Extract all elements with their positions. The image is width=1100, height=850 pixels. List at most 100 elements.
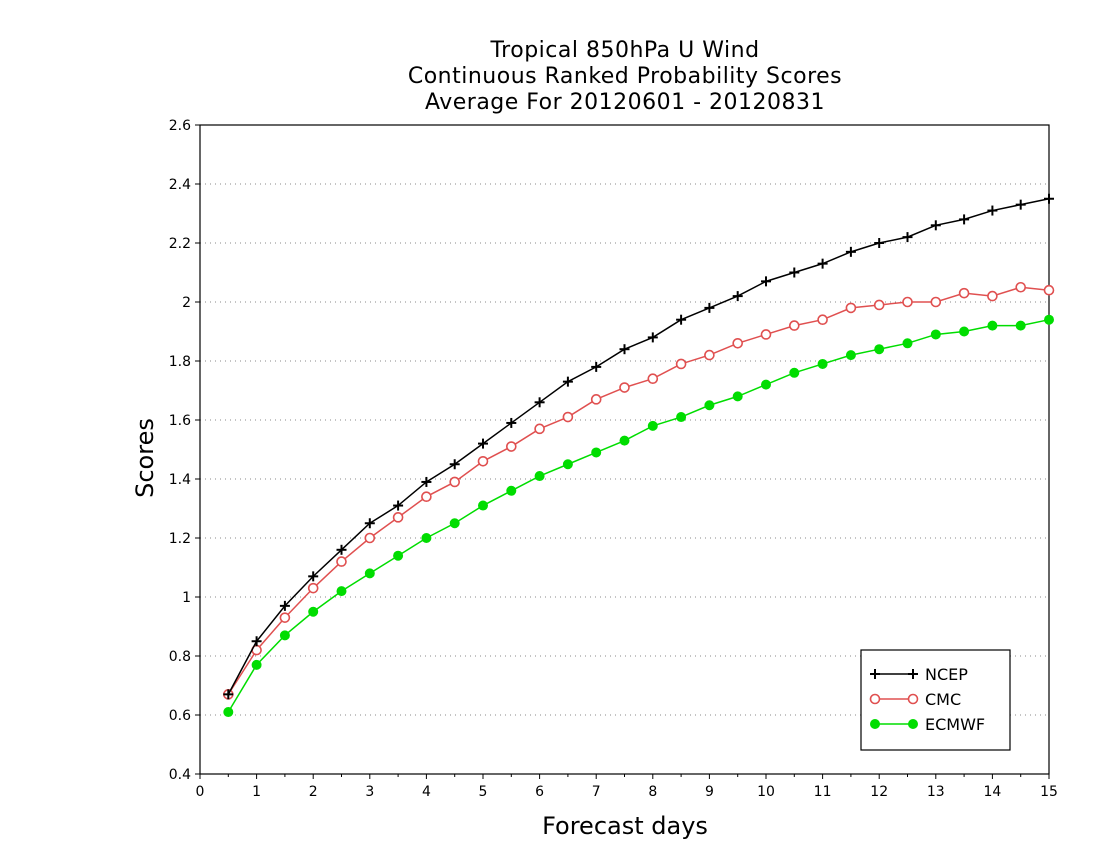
- point-ecmwf-16: [676, 412, 687, 423]
- x-axis-label: Forecast days: [542, 812, 708, 840]
- point-ecmwf-12: [562, 459, 573, 470]
- x-tick-label-13: 13: [927, 784, 945, 800]
- y-tick-label-3: 1: [182, 590, 191, 606]
- x-tick-label-5: 5: [479, 784, 488, 800]
- x-tick-label-8: 8: [648, 784, 657, 800]
- point-ncep-4: [336, 544, 347, 555]
- point-ncep-22: [845, 246, 856, 257]
- point-ecmwf-8: [449, 518, 460, 529]
- legend-label-ecmwf: ECMWF: [925, 715, 985, 734]
- y-tick-label-7: 1.8: [169, 354, 191, 370]
- series-line-cmc: [227, 286, 1050, 695]
- point-ncep-23: [874, 238, 885, 248]
- x-tick-label-10: 10: [757, 784, 775, 800]
- point-ecmwf-22: [845, 350, 856, 361]
- x-tick-label-12: 12: [870, 784, 888, 800]
- point-ecmwf-0: [223, 707, 234, 718]
- point-ncep-10: [506, 417, 517, 428]
- point-ncep-0: [223, 689, 234, 700]
- point-ecmwf-7: [421, 533, 432, 543]
- point-ncep-5: [364, 518, 375, 529]
- x-tick-label-14: 14: [983, 784, 1001, 800]
- point-cmc-7: [421, 491, 432, 503]
- point-ecmwf-3: [308, 606, 319, 617]
- point-cmc-26: [958, 287, 970, 299]
- point-cmc-29: [1043, 284, 1055, 296]
- x-tick-label-9: 9: [705, 784, 714, 800]
- point-ncep-1: [251, 636, 262, 647]
- point-ecmwf-24: [902, 338, 913, 349]
- y-tick-label-10: 2.4: [169, 177, 191, 193]
- point-cmc-11: [534, 423, 545, 435]
- point-ncep-19: [761, 276, 771, 287]
- point-ecmwf-9: [478, 500, 488, 511]
- x-tick-label-6: 6: [535, 784, 544, 800]
- x-tick-label-4: 4: [422, 784, 431, 800]
- chart-title-line-3: Average For 20120601 - 20120831: [424, 90, 826, 115]
- y-tick-label-4: 1.2: [169, 531, 191, 547]
- legend-marker-ncep-left: [870, 669, 880, 679]
- point-cmc-27: [987, 290, 998, 302]
- point-ncep-24: [902, 232, 913, 243]
- point-ecmwf-23: [874, 344, 885, 355]
- point-ecmwf-25: [930, 329, 941, 340]
- point-cmc-2: [279, 612, 291, 623]
- point-ecmwf-28: [1015, 320, 1026, 331]
- point-cmc-14: [619, 382, 630, 393]
- series-ncep: [223, 193, 1054, 700]
- point-cmc-25: [930, 296, 942, 308]
- point-ncep-13: [591, 361, 602, 372]
- point-ncep-21: [817, 258, 828, 269]
- point-cmc-4: [336, 556, 347, 567]
- point-ncep-17: [704, 302, 715, 313]
- point-ncep-11: [534, 397, 545, 408]
- point-cmc-10: [505, 441, 517, 452]
- x-tick-label-0: 0: [196, 784, 205, 800]
- y-tick-label-8: 2: [182, 295, 191, 311]
- point-cmc-12: [562, 411, 574, 423]
- point-ecmwf-21: [817, 358, 828, 369]
- point-ecmwf-4: [336, 586, 347, 597]
- y-tick-label-6: 1.6: [169, 413, 191, 429]
- point-ecmwf-18: [732, 391, 743, 402]
- point-ecmwf-10: [506, 485, 517, 496]
- y-tick-label-9: 2.2: [169, 236, 191, 252]
- point-cmc-23: [873, 299, 885, 311]
- legend-marker-cmc-right: [907, 693, 919, 705]
- point-ecmwf-5: [364, 568, 375, 579]
- series-line-ncep: [227, 198, 1050, 695]
- legend: NCEP CMC ECMWF: [860, 649, 1011, 751]
- point-ncep-29: [1044, 193, 1054, 204]
- legend-marker-ncep-right: [908, 669, 918, 679]
- point-ncep-12: [562, 376, 573, 387]
- point-ecmwf-26: [959, 326, 970, 337]
- point-ecmwf-2: [279, 630, 290, 641]
- point-ncep-2: [279, 600, 290, 611]
- chart-title-line-1: Tropical 850hPa U Wind: [490, 38, 760, 63]
- y-axis-label: Scores: [131, 418, 159, 498]
- point-ncep-26: [959, 214, 970, 225]
- point-cmc-6: [392, 512, 404, 523]
- x-tick-label-2: 2: [309, 784, 318, 800]
- y-tick-label-1: 0.6: [169, 708, 191, 724]
- point-ecmwf-17: [704, 400, 715, 411]
- point-cmc-24: [902, 296, 913, 308]
- point-cmc-15: [647, 373, 659, 385]
- point-ecmwf-27: [987, 320, 998, 331]
- x-tick-label-1: 1: [252, 784, 261, 800]
- legend-marker-ecmwf-left: [870, 719, 880, 729]
- point-ecmwf-20: [789, 367, 800, 378]
- point-ncep-6: [393, 500, 404, 511]
- point-cmc-16: [675, 358, 687, 370]
- x-tick-label-15: 15: [1040, 784, 1058, 800]
- point-ecmwf-11: [534, 471, 545, 482]
- legend-label-ncep: NCEP: [925, 665, 968, 684]
- point-ecmwf-13: [591, 447, 602, 458]
- point-ncep-7: [421, 476, 432, 487]
- point-ecmwf-6: [393, 550, 404, 561]
- legend-marker-cmc-left: [869, 693, 881, 705]
- point-cmc-5: [364, 532, 376, 544]
- point-ncep-18: [732, 291, 743, 302]
- point-ecmwf-1: [251, 659, 262, 670]
